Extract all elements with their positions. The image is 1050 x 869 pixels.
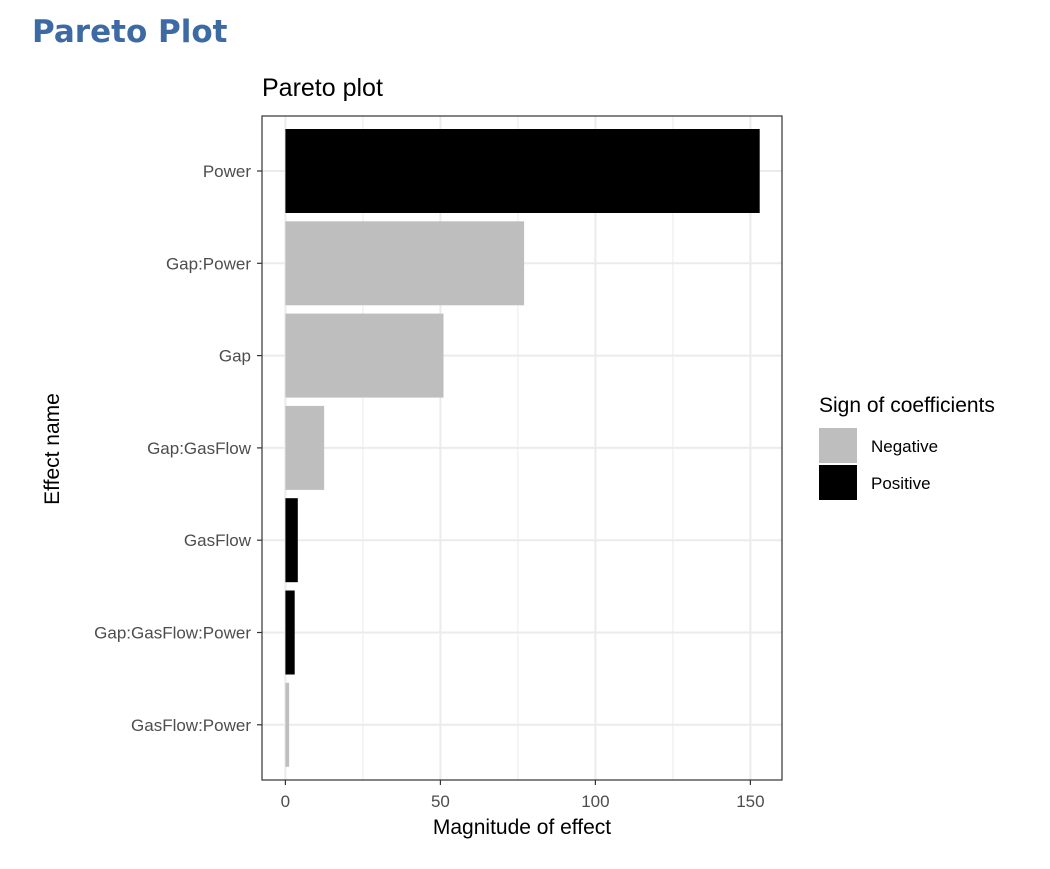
y-tick-label: GasFlow:Power: [131, 716, 251, 735]
x-tick-label: 0: [281, 792, 290, 811]
chart-title: Pareto plot: [262, 74, 383, 102]
bar-power: [285, 129, 760, 213]
bar-gap-gasflow: [285, 405, 325, 490]
x-axis: 0 50 100 150: [281, 780, 765, 811]
y-tick-label: GasFlow: [184, 531, 252, 550]
legend-label-positive: Positive: [871, 474, 931, 493]
legend: Sign of coefficients Negative Positive: [819, 394, 995, 500]
legend-title: Sign of coefficients: [819, 394, 995, 417]
legend-key-negative: [819, 428, 857, 463]
bar-gap: [285, 313, 444, 398]
x-tick-label: 50: [431, 792, 450, 811]
bars: [285, 129, 760, 767]
y-tick-label: Gap:GasFlow: [147, 439, 252, 458]
x-tick-label: 150: [736, 792, 764, 811]
page-heading: Pareto Plot: [32, 14, 228, 50]
y-tick-label: Gap:Power: [166, 254, 251, 273]
legend-label-negative: Negative: [871, 437, 938, 456]
bar-gap-power: [285, 221, 525, 306]
bar-gap-gasflow-power: [285, 590, 295, 675]
bar-gasflow: [285, 498, 298, 583]
y-axis-title: Effect name: [41, 393, 64, 505]
bar-gasflow-power: [285, 682, 290, 767]
x-axis-title: Magnitude of effect: [433, 816, 611, 839]
x-tick-label: 100: [581, 792, 609, 811]
y-tick-label: Power: [203, 162, 252, 181]
legend-key-positive: [819, 465, 857, 500]
y-tick-label: Gap:GasFlow:Power: [94, 624, 251, 643]
y-tick-label: Gap: [219, 347, 251, 366]
y-axis: Power Gap:Power Gap Gap:GasFlow GasFlow Gap:G…: [94, 162, 262, 735]
